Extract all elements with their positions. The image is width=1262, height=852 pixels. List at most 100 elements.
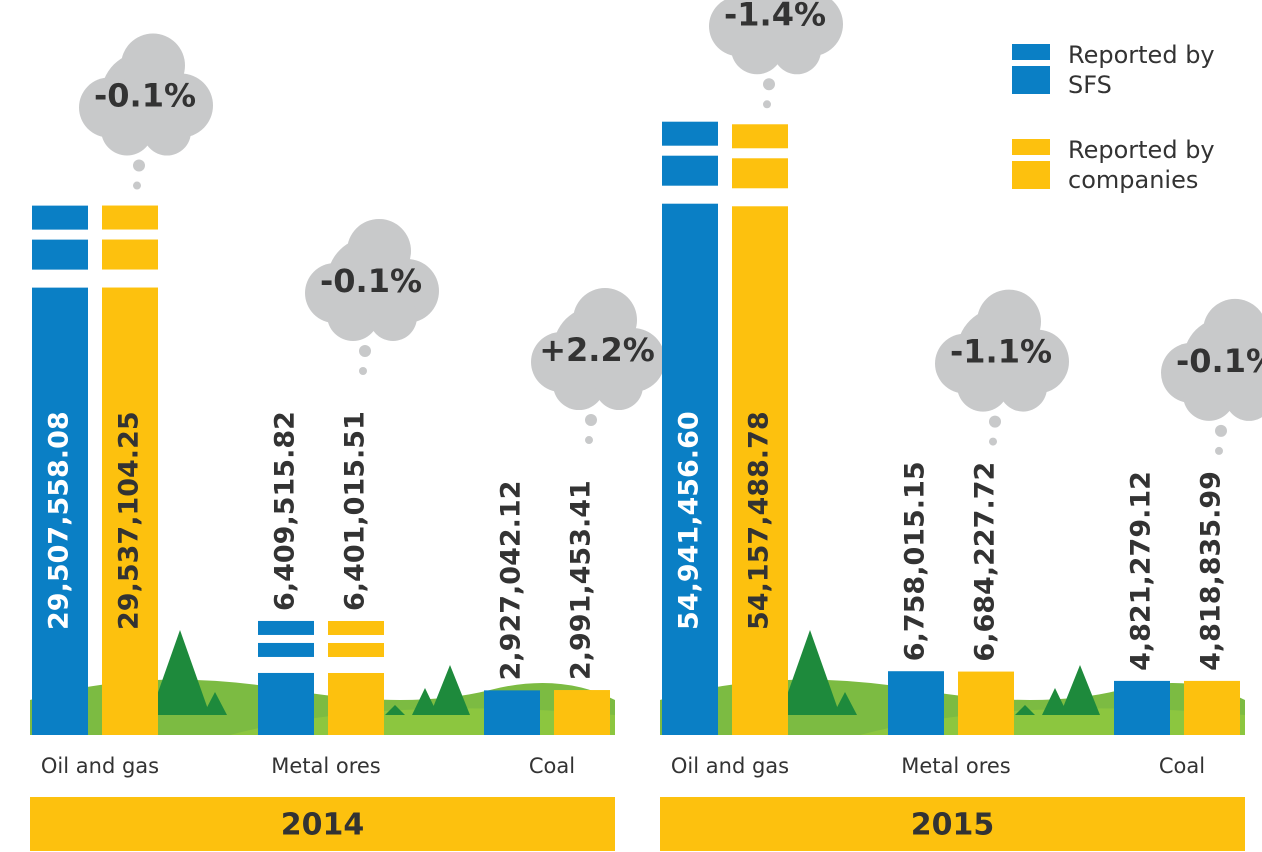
value-label: 4,818,835.99 — [1196, 471, 1227, 671]
cloud — [347, 218, 411, 283]
value-label: 54,157,488.78 — [744, 411, 775, 630]
bar — [258, 672, 314, 735]
year-label: 2014 — [281, 808, 365, 843]
legend-icon — [1012, 66, 1050, 94]
cloud — [101, 103, 153, 156]
bar-break — [258, 642, 314, 657]
cloud — [553, 358, 605, 411]
cloud — [143, 107, 191, 156]
change-label: -0.1% — [320, 262, 422, 300]
value-label: 6,409,515.82 — [270, 411, 301, 611]
bar-break — [258, 620, 314, 635]
cloud — [1225, 372, 1262, 421]
value-label: 54,941,456.60 — [674, 411, 705, 630]
bar — [328, 672, 384, 735]
cloud — [731, 22, 783, 75]
cloud — [573, 288, 637, 353]
tree — [1060, 665, 1100, 715]
legend-label: Reported by SFS — [1068, 41, 1215, 99]
bar-break — [32, 239, 88, 270]
value-label: 6,401,015.51 — [340, 411, 371, 611]
year-band — [660, 797, 1245, 851]
bar-break — [102, 205, 158, 230]
cloud-dot — [133, 159, 145, 172]
tree — [430, 665, 470, 715]
tree — [833, 692, 857, 715]
value-label: 4,821,279.12 — [1126, 471, 1157, 671]
bar-break — [662, 155, 718, 186]
category-label: Oil and gas — [41, 754, 159, 778]
tree — [412, 688, 438, 715]
tree — [1015, 705, 1035, 715]
year-label: 2015 — [911, 808, 995, 843]
category-label: Oil and gas — [671, 754, 789, 778]
cloud — [121, 33, 185, 98]
category-label: Coal — [1159, 754, 1205, 778]
bar-break — [102, 239, 158, 270]
tree — [150, 630, 210, 715]
bar-break — [32, 205, 88, 230]
legend-icon — [1012, 139, 1050, 155]
bar — [484, 690, 540, 735]
year-band — [30, 797, 615, 851]
bar — [1114, 680, 1170, 735]
tree — [385, 705, 405, 715]
cloud — [1203, 298, 1262, 363]
category-label: Metal ores — [271, 754, 381, 778]
bar-break — [328, 620, 384, 635]
cloud — [369, 292, 417, 341]
bar — [732, 206, 788, 736]
cloud — [755, 0, 811, 17]
bar-break — [732, 158, 788, 189]
cloud — [773, 26, 821, 75]
cloud — [999, 363, 1047, 412]
bar — [958, 671, 1014, 735]
cloud-dot — [989, 415, 1001, 428]
change-label: +2.2% — [539, 331, 655, 369]
category-label: Metal ores — [901, 754, 1011, 778]
bar-break — [328, 642, 384, 657]
value-label: 29,507,558.08 — [44, 411, 75, 630]
bar-break — [732, 124, 788, 149]
cloud-dot — [989, 437, 997, 446]
cloud-dot — [585, 414, 597, 427]
cloud-dot — [359, 366, 367, 375]
tree — [780, 630, 840, 715]
cloud-dot — [1215, 424, 1227, 437]
bar — [32, 287, 88, 735]
legend-label: Reported by companies — [1068, 136, 1215, 194]
change-label: -1.4% — [724, 0, 826, 33]
legend-icon — [1012, 161, 1050, 189]
change-label: -0.1% — [1176, 342, 1262, 380]
value-label: 6,758,015.15 — [900, 461, 931, 661]
cloud-dot — [359, 344, 371, 357]
category-label: Coal — [529, 754, 575, 778]
bar — [554, 690, 610, 735]
change-label: -1.1% — [950, 333, 1052, 371]
bar — [888, 671, 944, 735]
change-label: -0.1% — [94, 77, 196, 115]
legend-icon — [1012, 44, 1050, 60]
cloud — [977, 289, 1041, 354]
cloud — [595, 362, 643, 411]
cloud-dot — [763, 78, 775, 91]
cloud — [1183, 368, 1235, 421]
value-label: 2,927,042.12 — [496, 481, 527, 681]
bar — [102, 287, 158, 735]
cloud-dot — [1215, 446, 1223, 455]
cloud-dot — [585, 436, 593, 445]
value-label: 2,991,453.41 — [566, 480, 597, 680]
bar — [1184, 680, 1240, 735]
value-label: 29,537,104.25 — [114, 411, 145, 630]
bar-break — [662, 121, 718, 146]
cloud — [327, 288, 379, 341]
tree — [203, 692, 227, 715]
cloud-dot — [133, 181, 141, 190]
bar — [662, 203, 718, 736]
tree — [1042, 688, 1068, 715]
value-label: 6,684,227.72 — [970, 462, 1001, 662]
cloud-dot — [763, 100, 771, 109]
cloud — [957, 359, 1009, 412]
